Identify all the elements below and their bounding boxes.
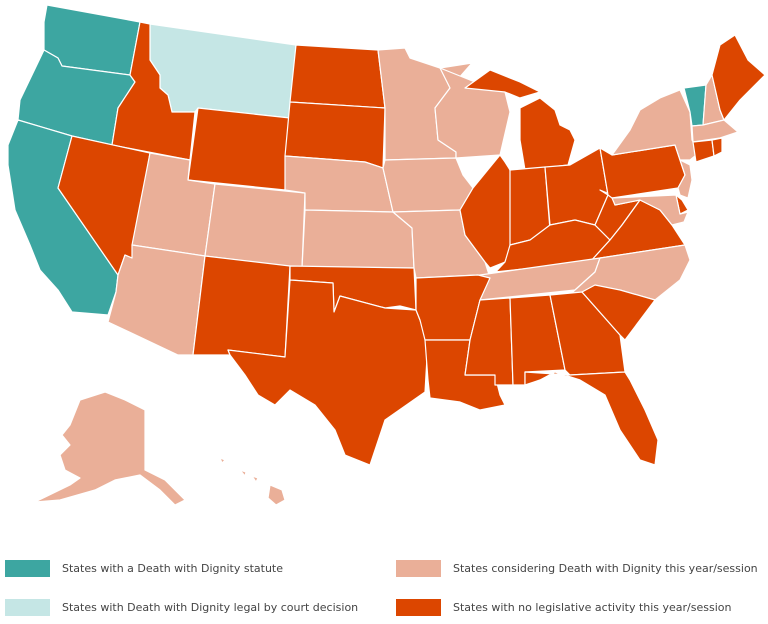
legend-swatch-none: [396, 599, 441, 616]
state-montana[interactable]: [149, 23, 297, 119]
state-iowa[interactable]: [382, 157, 474, 213]
legend-item-statute: States with a Death with Dignity statute: [5, 560, 283, 577]
state-new-mexico[interactable]: [192, 255, 291, 358]
state-kansas[interactable]: [301, 209, 415, 269]
state-new-york[interactable]: [611, 89, 701, 161]
state-maine[interactable]: [711, 34, 766, 121]
legend-swatch-court: [5, 599, 50, 616]
state-texas[interactable]: [227, 279, 429, 466]
legend-item-none: States with no legislative activity this…: [396, 599, 732, 616]
legend-swatch-considering: [396, 560, 441, 577]
legend-label-none: States with no legislative activity this…: [453, 601, 732, 614]
state-rhode-island[interactable]: [711, 137, 723, 157]
state-alaska[interactable]: [34, 391, 186, 506]
state-maryland[interactable]: [611, 194, 689, 226]
legend-swatch-statute: [5, 560, 50, 577]
state-michigan[interactable]: [464, 69, 576, 171]
state-new-jersey[interactable]: [677, 159, 693, 199]
state-hawaii[interactable]: [219, 457, 286, 506]
legend-label-court: States with Death with Dignity legal by …: [62, 601, 359, 614]
legend-item-considering: States considering Death with Dignity th…: [396, 560, 758, 577]
legend: States with a Death with Dignity statute…: [0, 550, 768, 624]
state-connecticut[interactable]: [692, 139, 715, 163]
us-states-map: [7, 4, 766, 506]
state-arizona[interactable]: [107, 244, 206, 356]
legend-item-court: States with Death with Dignity legal by …: [5, 599, 358, 616]
state-north-dakota[interactable]: [289, 44, 386, 109]
state-idaho[interactable]: [111, 21, 196, 161]
state-colorado[interactable]: [204, 183, 306, 269]
legend-label-considering: States considering Death with Dignity th…: [453, 562, 758, 575]
state-florida[interactable]: [524, 371, 659, 466]
state-wyoming[interactable]: [187, 107, 291, 191]
state-south-carolina[interactable]: [581, 284, 656, 341]
legend-label-statute: States with a Death with Dignity statute: [62, 562, 284, 575]
